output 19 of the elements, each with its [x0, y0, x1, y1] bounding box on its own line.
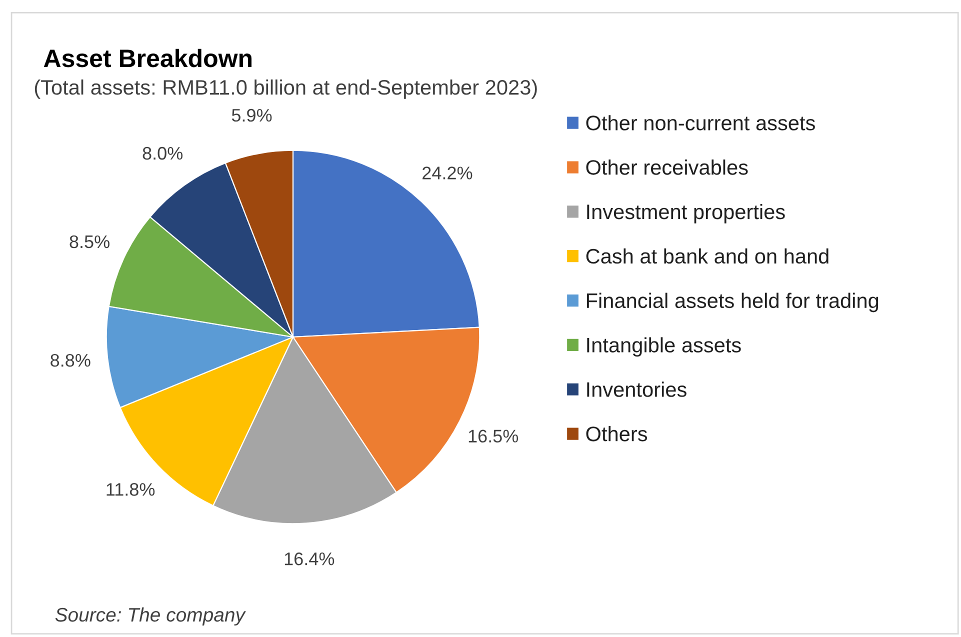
chart-title: Asset Breakdown — [44, 48, 252, 68]
legend-label: Other non-current assets — [586, 115, 815, 130]
data-label: 8.0% — [142, 146, 183, 160]
data-label: 11.8% — [106, 483, 155, 496]
chart-subtitle: (Total assets: RMB11.0 billion at end-September 2023) — [34, 79, 537, 99]
legend-label: Other receivables — [586, 160, 748, 175]
legend-label: Inventories — [587, 382, 686, 397]
legend-label: Investment properties — [587, 204, 785, 224]
data-label: 8.8% — [50, 354, 90, 367]
source-note: Source: The company — [55, 607, 246, 626]
data-label: 5.9% — [232, 108, 272, 122]
data-label: 24.2% — [422, 166, 472, 180]
data-label: 16.4% — [284, 552, 334, 566]
legend-label: Financial assets held for trading — [586, 292, 878, 312]
legend-label: Others — [586, 426, 648, 442]
legend-label: Intangible assets — [587, 337, 741, 357]
data-label: 8.5% — [70, 235, 110, 248]
legend-label: Cash at bank and on hand — [586, 248, 828, 264]
data-label: 16.5% — [468, 430, 518, 443]
